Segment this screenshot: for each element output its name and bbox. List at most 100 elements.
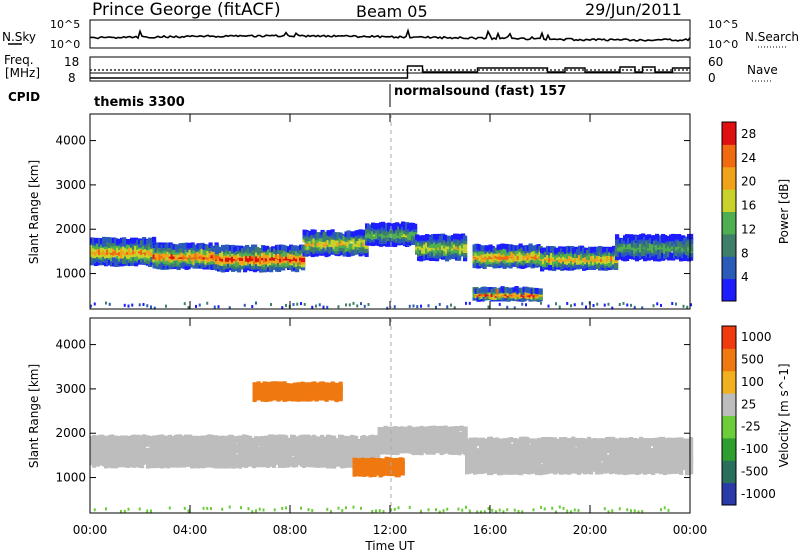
power-cell — [152, 239, 157, 246]
power-cell — [138, 303, 141, 307]
power-cell — [152, 236, 157, 243]
power-cell — [540, 253, 545, 260]
power-cell — [649, 244, 654, 250]
velocity-cell — [286, 455, 291, 462]
velocity-cell — [376, 435, 381, 441]
velocity-cell — [493, 443, 498, 450]
power-cell — [435, 305, 437, 309]
power-cell — [548, 265, 553, 271]
power-cell — [301, 261, 306, 268]
velocity-cell — [533, 464, 538, 471]
power-cell — [607, 302, 610, 306]
power-cell — [585, 305, 587, 309]
velocity-cell — [587, 448, 592, 455]
velocity-cell — [445, 432, 450, 438]
power-cell — [540, 301, 542, 305]
power-cell — [337, 305, 340, 309]
velocity-cell — [559, 462, 564, 468]
power-cell — [364, 243, 369, 249]
power-cell — [413, 226, 418, 233]
power-cell — [463, 235, 468, 242]
power-cell — [356, 304, 359, 308]
power-cell — [630, 303, 632, 307]
power-cell — [438, 302, 441, 306]
power-cell — [228, 306, 231, 310]
power-cell — [344, 246, 349, 253]
velocity-cell — [561, 455, 566, 462]
noise-left-label: N.Sky — [2, 30, 36, 44]
velocity-cell — [122, 453, 127, 459]
velocity-cell — [465, 453, 470, 460]
velocity-cell — [555, 458, 560, 464]
power-cell — [538, 294, 543, 300]
power-cell — [525, 303, 527, 307]
velocity-cell — [348, 441, 353, 447]
velocity-cell — [226, 458, 231, 465]
velocity-cell — [593, 448, 598, 455]
power-cell — [689, 233, 694, 240]
power-cell — [358, 238, 363, 245]
velocity-cell — [501, 454, 506, 460]
colorbar-label: Power [dB] — [777, 179, 791, 244]
power-cell — [301, 264, 306, 271]
power-cell — [348, 303, 351, 307]
power-cell — [131, 303, 134, 307]
power-cell — [303, 302, 306, 306]
velocity-cell — [477, 458, 482, 465]
power-cell — [652, 304, 655, 308]
velocity-cell — [489, 436, 494, 443]
power-cell — [538, 288, 543, 294]
power-cell — [427, 304, 430, 308]
freq-label-2: [MHz] — [5, 66, 40, 80]
velocity-cell — [132, 434, 137, 441]
power-cell — [363, 304, 366, 308]
velocity-cell — [509, 436, 514, 443]
power-cell — [393, 305, 396, 309]
power-cell — [330, 229, 335, 235]
beam-title: Beam 05 — [356, 2, 428, 21]
velocity-cell — [222, 450, 227, 457]
power-cell — [689, 245, 694, 252]
velocity-cell — [238, 463, 243, 469]
power-cell — [468, 301, 471, 305]
power-cell — [142, 303, 145, 307]
velocity-cell — [471, 441, 476, 447]
power-cell — [615, 234, 620, 240]
power-cell — [558, 305, 561, 309]
velocity-cell — [553, 441, 558, 447]
power-cell — [198, 303, 201, 307]
colorbar-segment — [722, 144, 736, 168]
power-cell — [217, 305, 220, 309]
power-cell — [208, 242, 213, 248]
power-cell — [312, 229, 317, 236]
power-cell — [547, 304, 550, 308]
velocity-cell — [527, 438, 532, 444]
power-cell — [206, 301, 209, 305]
y-tick-label: 3000 — [55, 178, 86, 192]
power-cell — [126, 243, 131, 250]
velocity-cell — [505, 450, 510, 457]
velocity-cell — [238, 435, 243, 442]
nave-label: Nave — [747, 63, 778, 77]
velocity-cell — [232, 450, 237, 456]
date-title: 29/Jun/2011 — [585, 0, 682, 19]
nave-trace — [90, 65, 690, 79]
power-cell — [675, 302, 677, 306]
velocity-cell — [533, 438, 538, 445]
power-cell — [639, 238, 644, 244]
power-cell — [570, 304, 572, 308]
power-cell — [123, 303, 126, 307]
power-cell — [506, 305, 509, 309]
colorbar-tick-label: 20 — [741, 175, 756, 189]
velocity-cell — [475, 448, 480, 454]
power-cell — [356, 232, 361, 239]
power-cell — [594, 253, 599, 259]
velocity-cell — [585, 443, 590, 450]
power-cell — [281, 306, 284, 310]
velocity-cell — [282, 441, 287, 448]
velocity-cell — [234, 462, 239, 468]
power-cell — [633, 305, 636, 309]
colorbar-tick-label: 8 — [741, 246, 749, 260]
velocity-cell — [236, 458, 241, 465]
power-cell — [455, 237, 460, 243]
